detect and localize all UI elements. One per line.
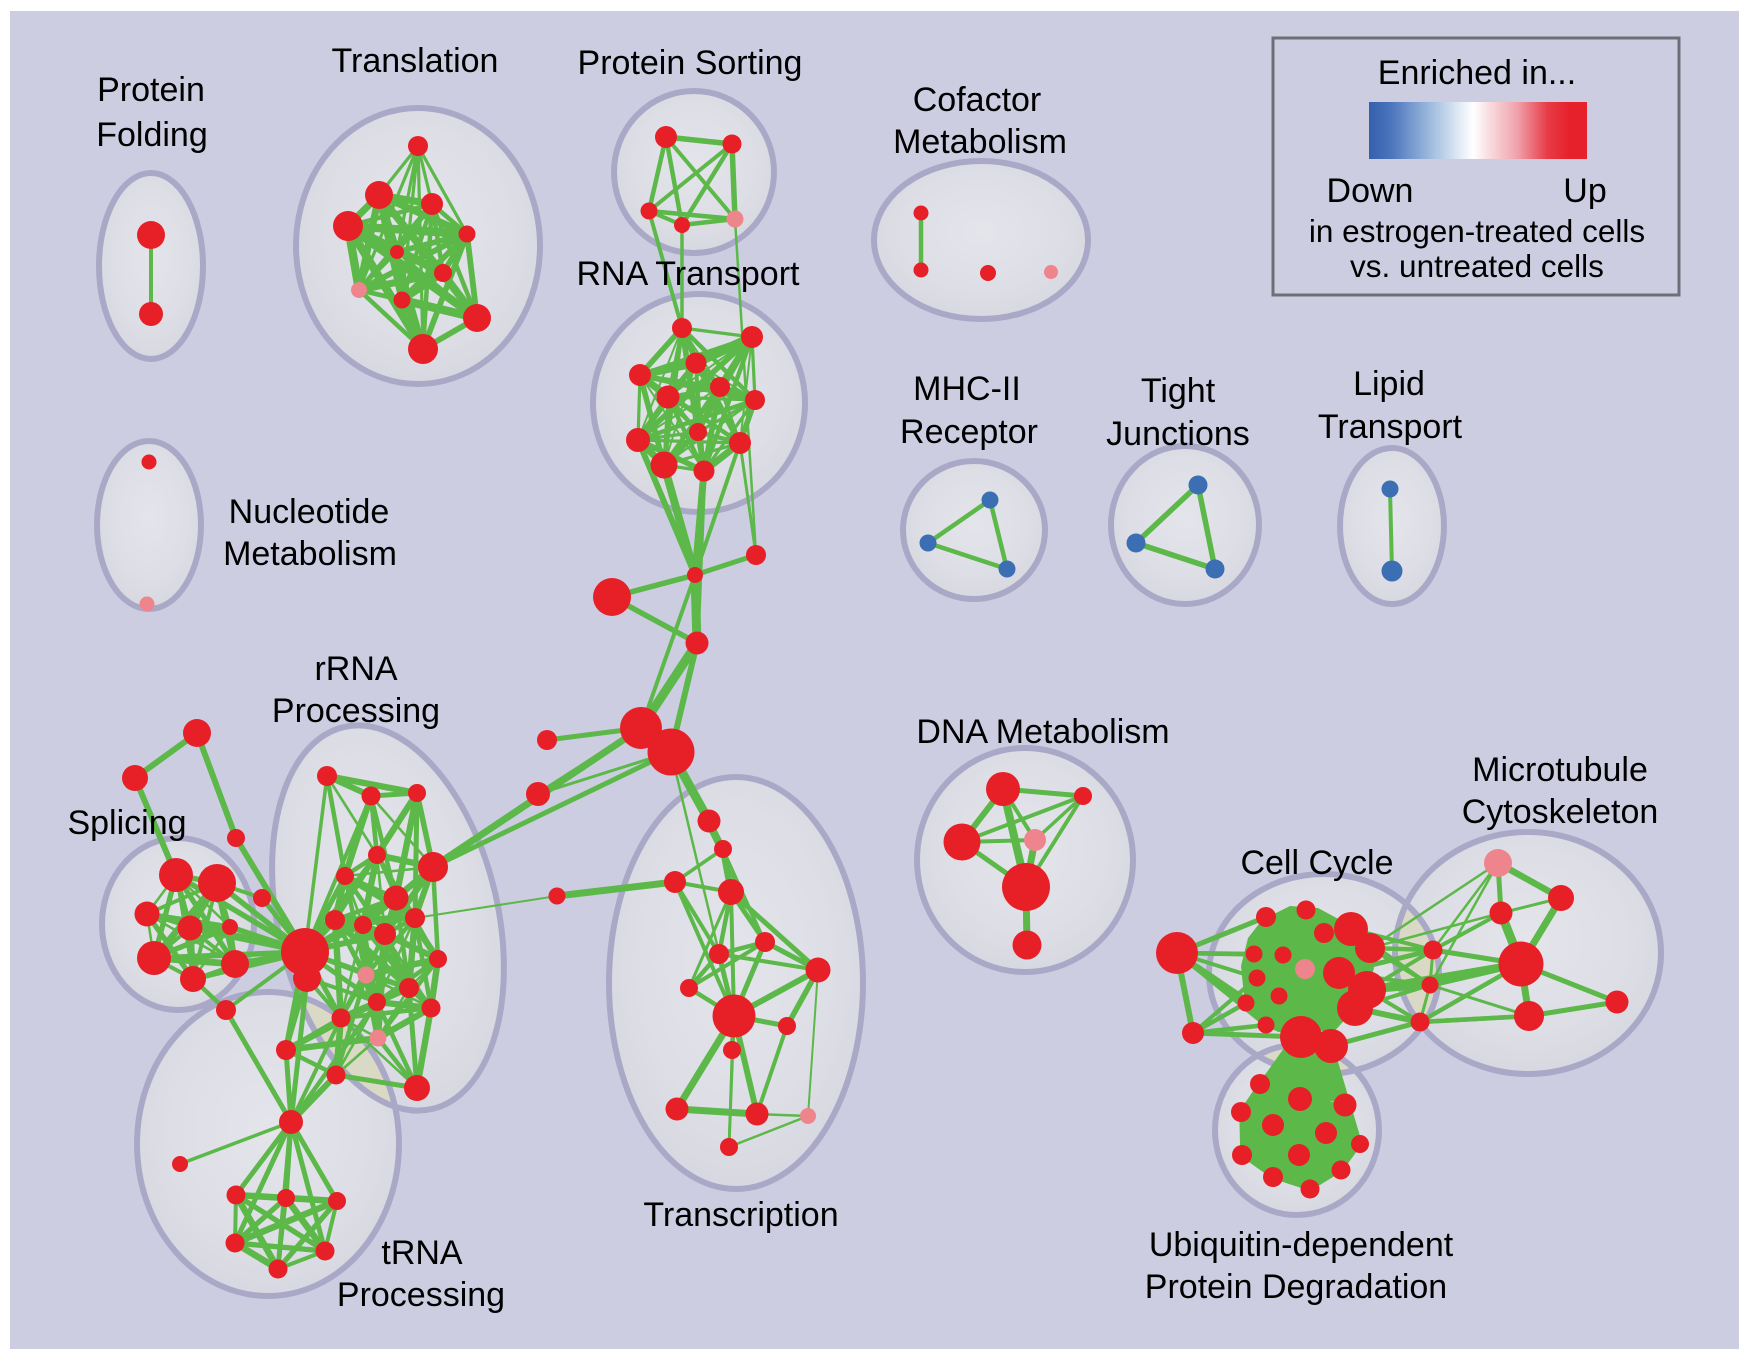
svg-text:Protein Sorting: Protein Sorting — [578, 44, 803, 82]
svg-text:in estrogen-treated cells: in estrogen-treated cells — [1309, 213, 1645, 249]
svg-text:Cofactor: Cofactor — [913, 81, 1042, 119]
svg-text:Up: Up — [1563, 172, 1606, 210]
svg-text:Cytoskeleton: Cytoskeleton — [1462, 793, 1659, 831]
svg-text:Splicing: Splicing — [67, 804, 186, 842]
svg-text:Transport: Transport — [1318, 408, 1463, 446]
svg-text:Ubiquitin-dependent: Ubiquitin-dependent — [1149, 1226, 1454, 1264]
svg-text:Metabolism: Metabolism — [223, 535, 397, 573]
svg-text:tRNA: tRNA — [381, 1234, 463, 1272]
svg-text:Down: Down — [1327, 172, 1414, 210]
svg-text:DNA Metabolism: DNA Metabolism — [916, 713, 1169, 751]
svg-text:Lipid: Lipid — [1353, 365, 1425, 403]
svg-text:vs. untreated cells: vs. untreated cells — [1350, 248, 1604, 284]
svg-text:Receptor: Receptor — [900, 413, 1038, 451]
svg-text:Transcription: Transcription — [643, 1196, 838, 1234]
svg-text:MHC-II: MHC-II — [913, 370, 1021, 408]
svg-text:Cell Cycle: Cell Cycle — [1240, 844, 1393, 882]
svg-text:Nucleotide: Nucleotide — [229, 493, 390, 531]
svg-text:Folding: Folding — [96, 116, 208, 154]
svg-text:Metabolism: Metabolism — [893, 123, 1067, 161]
svg-text:rRNA: rRNA — [314, 650, 397, 688]
svg-text:Tight: Tight — [1141, 372, 1216, 410]
svg-text:Microtubule: Microtubule — [1472, 751, 1648, 789]
svg-text:Processing: Processing — [272, 692, 440, 730]
svg-text:Junctions: Junctions — [1106, 415, 1250, 453]
svg-text:Processing: Processing — [337, 1276, 505, 1314]
svg-text:Protein: Protein — [97, 71, 205, 109]
svg-text:Translation: Translation — [332, 42, 499, 80]
svg-text:Protein Degradation: Protein Degradation — [1145, 1268, 1447, 1306]
svg-text:Enriched in...: Enriched in... — [1378, 54, 1576, 92]
svg-text:RNA Transport: RNA Transport — [577, 255, 801, 293]
